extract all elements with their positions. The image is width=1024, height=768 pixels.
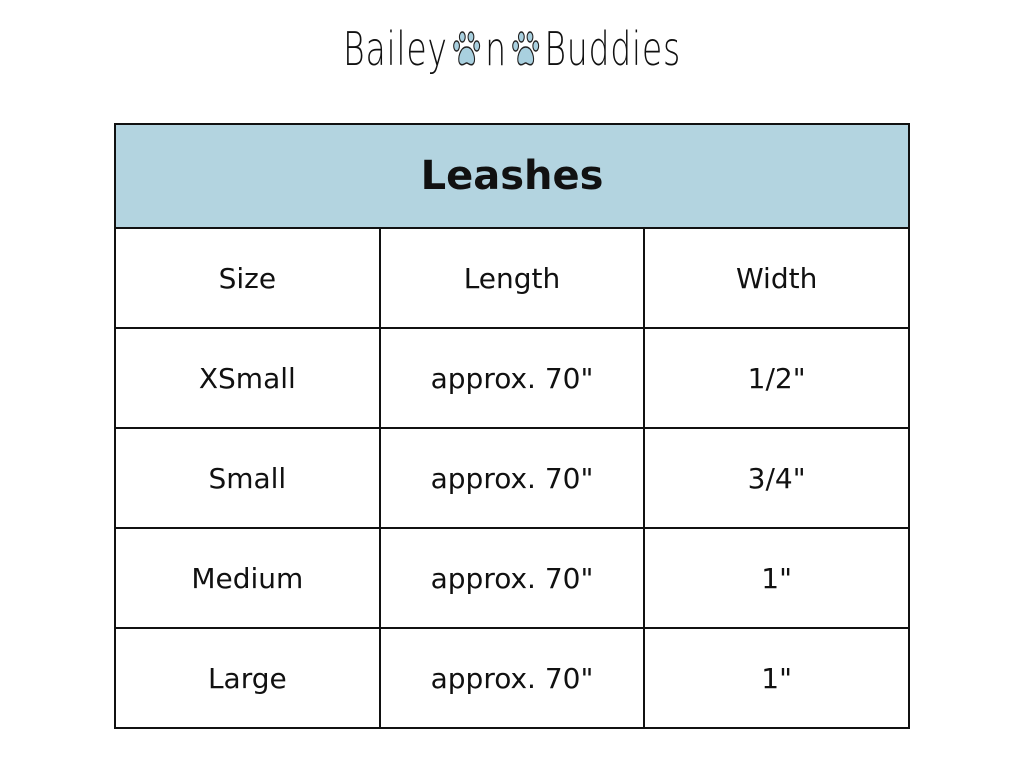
paw-icon bbox=[512, 31, 540, 66]
cell-length: approx. 70" bbox=[378, 327, 646, 429]
table-row: Large approx. 70" 1" bbox=[114, 627, 910, 729]
cell-size: Large bbox=[114, 627, 381, 729]
cell-width: 1" bbox=[643, 627, 910, 729]
column-header: Length bbox=[378, 227, 646, 329]
size-chart-table: Leashes Size Length Width XSmall approx. … bbox=[114, 123, 910, 729]
logo-word: n bbox=[485, 22, 507, 76]
cell-length: approx. 70" bbox=[378, 427, 646, 529]
table-title: Leashes bbox=[114, 123, 910, 229]
cell-size: Medium bbox=[114, 527, 381, 629]
table-row: Small approx. 70" 3/4" bbox=[114, 427, 910, 529]
header-row: Size Length Width bbox=[114, 227, 910, 329]
table-row: XSmall approx. 70" 1/2" bbox=[114, 327, 910, 429]
cell-width: 3/4" bbox=[643, 427, 910, 529]
cell-size: Small bbox=[114, 427, 381, 529]
logo-word: Buddies bbox=[544, 22, 681, 76]
cell-length: approx. 70" bbox=[378, 627, 646, 729]
column-header: Size bbox=[114, 227, 381, 329]
brand-logo: Bailey n Buddies bbox=[143, 22, 880, 76]
paw-icon bbox=[452, 31, 480, 66]
cell-width: 1/2" bbox=[643, 327, 910, 429]
column-header: Width bbox=[643, 227, 910, 329]
cell-width: 1" bbox=[643, 527, 910, 629]
logo-word: Bailey bbox=[343, 22, 448, 76]
table-row: Medium approx. 70" 1" bbox=[114, 527, 910, 629]
cell-length: approx. 70" bbox=[378, 527, 646, 629]
cell-size: XSmall bbox=[114, 327, 381, 429]
